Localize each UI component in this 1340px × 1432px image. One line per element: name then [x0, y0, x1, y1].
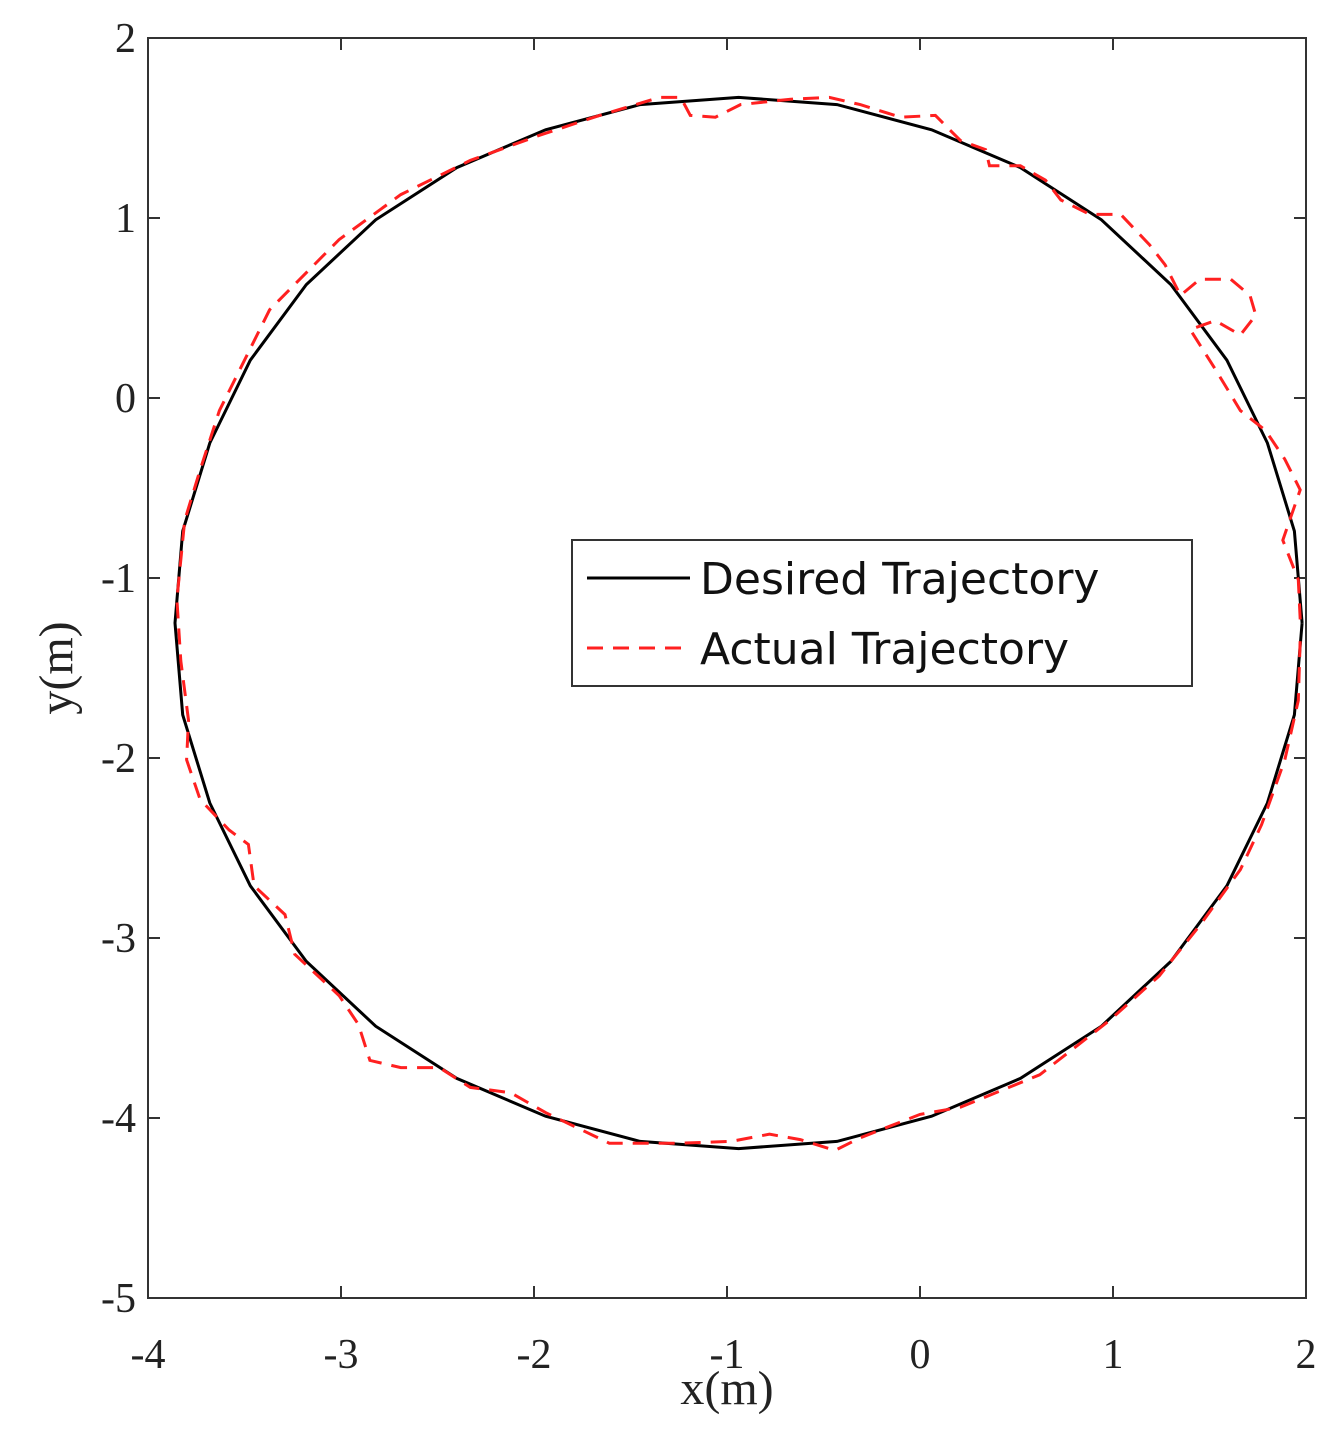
x-tick-label: -3 [324, 1332, 359, 1378]
x-tick-label: 1 [1103, 1332, 1124, 1378]
x-tick-label: 2 [1296, 1332, 1317, 1378]
legend-label: Desired Trajectory [700, 554, 1099, 605]
x-tick-label: -2 [517, 1332, 552, 1378]
y-tick-label: -1 [101, 556, 136, 602]
y-tick-label: -2 [101, 736, 136, 782]
trajectory-line [175, 95, 1302, 1153]
y-tick-label: 1 [115, 196, 136, 242]
legend-box [571, 539, 1193, 687]
y-tick-label: -4 [101, 1096, 136, 1142]
x-tick-label: -4 [131, 1332, 166, 1378]
trajectory-line [173, 95, 1304, 1151]
x-tick-label: -1 [710, 1332, 745, 1378]
y-axis-label: y(m) [30, 621, 83, 714]
x-tick-label: 0 [910, 1332, 931, 1378]
legend-label: Actual Trajectory [700, 624, 1069, 675]
y-tick-label: -3 [101, 916, 136, 962]
y-tick-label: 0 [115, 376, 136, 422]
x-axis-label: x(m) [680, 1362, 773, 1415]
y-tick-label: 2 [115, 16, 136, 62]
y-tick-label: -5 [101, 1276, 136, 1322]
